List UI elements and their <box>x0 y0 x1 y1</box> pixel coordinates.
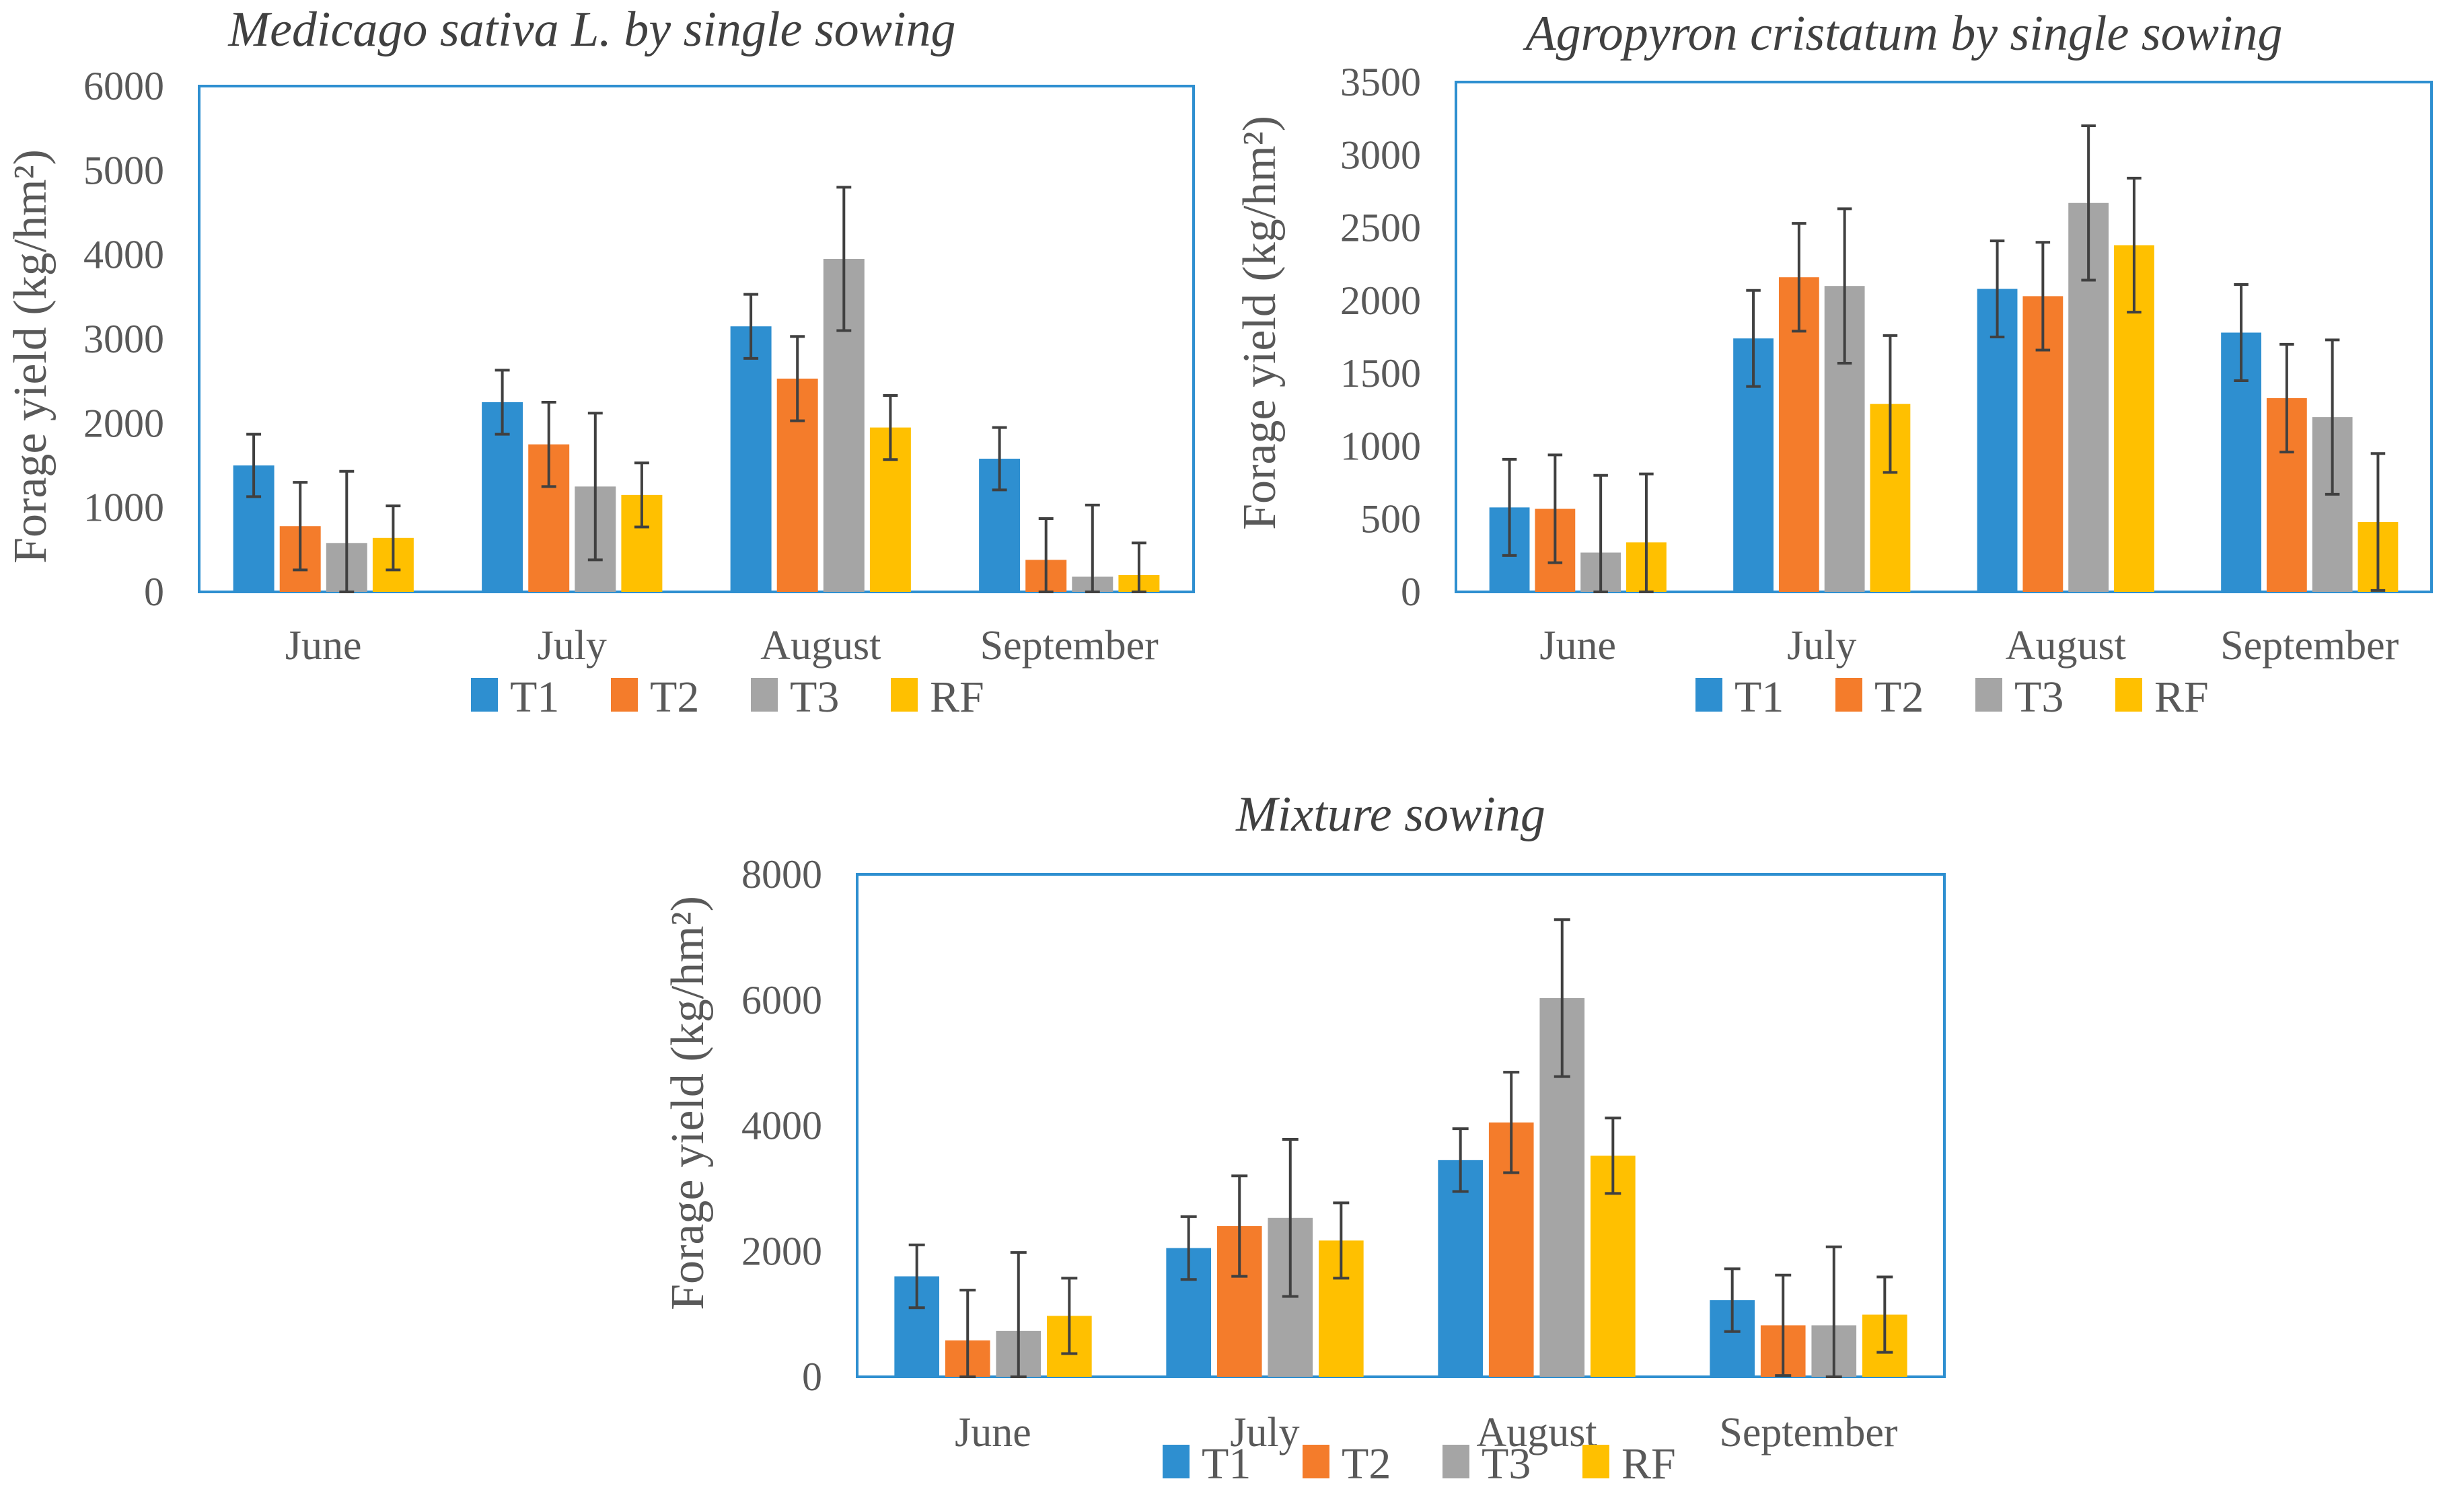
y-tick-label: 0 <box>1401 570 1421 614</box>
x-category-label: August <box>1476 1410 1597 1456</box>
y-tick-label: 2000 <box>1340 278 1421 323</box>
chart-title: Mixture sowing <box>1235 787 1545 842</box>
y-tick-label: 4000 <box>741 1104 822 1148</box>
y-tick-label: 2000 <box>741 1229 822 1273</box>
medicago-chart: Medicago sativa L. by single sowing Fora… <box>5 2 1195 722</box>
legend-swatch-rf <box>2115 678 2142 712</box>
legend-label-t1: T1 <box>1734 673 1784 722</box>
chart-title: Medicago sativa L. by single sowing <box>227 2 955 57</box>
legend-swatch-t2 <box>1303 1445 1329 1478</box>
legend-swatch-t1 <box>1695 678 1722 712</box>
bar-t1-august <box>1977 289 2018 592</box>
y-tick-label: 6000 <box>741 978 822 1022</box>
plot-frame <box>1455 81 2433 593</box>
y-tick-label: 6000 <box>83 64 164 108</box>
legend-label-t1: T1 <box>510 673 559 722</box>
legend-swatch-t3 <box>1975 678 2002 712</box>
bar-t1-august <box>730 326 772 592</box>
y-tick-label: 0 <box>802 1355 822 1399</box>
legend-label-t2: T2 <box>1874 673 1924 722</box>
y-tick-label: 3500 <box>1340 60 1421 104</box>
x-category-label: July <box>538 623 607 669</box>
legend-swatch-rf <box>891 678 918 712</box>
x-category-label: June <box>285 623 362 669</box>
x-category-label: August <box>760 623 881 669</box>
y-axis-label: Forage yield (kg/hm²) <box>662 896 714 1310</box>
legend-label-rf: RF <box>2154 673 2209 722</box>
x-category-label: September <box>2220 623 2399 669</box>
y-tick-label: 1000 <box>83 486 164 530</box>
legend-label-rf: RF <box>930 673 984 722</box>
y-tick-label: 2000 <box>83 401 164 445</box>
y-tick-label: 1500 <box>1340 351 1421 395</box>
x-category-label: July <box>1230 1410 1299 1456</box>
bar-t1-august <box>1438 1160 1484 1377</box>
y-tick-label: 0 <box>144 570 164 614</box>
legend-swatch-t2 <box>611 678 638 712</box>
plot-frame <box>198 85 1195 593</box>
y-tick-label: 3000 <box>83 317 164 361</box>
y-tick-label: 3000 <box>1340 133 1421 177</box>
legend-label-t2: T2 <box>650 673 699 722</box>
x-category-label: June <box>1539 623 1616 669</box>
y-tick-label: 5000 <box>83 148 164 192</box>
x-category-label: September <box>980 623 1159 669</box>
legend-swatch-t3 <box>751 678 778 712</box>
plot-frame <box>856 873 1946 1378</box>
x-category-label: July <box>1787 623 1856 669</box>
y-axis-label: Forage yield (kg/hm²) <box>1234 116 1286 530</box>
x-category-label: September <box>1719 1410 1897 1456</box>
legend-label-t3: T3 <box>790 673 839 722</box>
y-tick-label: 2500 <box>1340 206 1421 250</box>
x-category-label: August <box>2006 623 2126 669</box>
legend-label-t3: T3 <box>2014 673 2063 722</box>
y-axis-label: Forage yield (kg/hm²) <box>5 149 57 564</box>
y-tick-label: 8000 <box>741 852 822 897</box>
y-tick-label: 4000 <box>83 233 164 277</box>
y-tick-label: 1000 <box>1340 424 1421 468</box>
legend-label-t1: T1 <box>1202 1439 1251 1488</box>
legend-swatch-t3 <box>1442 1445 1469 1478</box>
mixture-chart: Mixture sowing Forage yield (kg/hm²) 0 20… <box>662 787 1946 1488</box>
legend-label-t3: T3 <box>1482 1439 1531 1488</box>
legend-label-t2: T2 <box>1342 1439 1391 1488</box>
legend-swatch-t1 <box>471 678 498 712</box>
y-tick-label: 500 <box>1360 497 1421 541</box>
legend-swatch-t2 <box>1835 678 1862 712</box>
legend-label-rf: RF <box>1621 1439 1676 1488</box>
chart-title: Agropyron cristatum by single sowing <box>1522 6 2282 61</box>
legend-swatch-rf <box>1582 1445 1609 1478</box>
x-category-label: June <box>955 1410 1031 1456</box>
legend-swatch-t1 <box>1163 1445 1190 1478</box>
agropyron-chart: Agropyron cristatum by single sowing For… <box>1234 6 2433 722</box>
